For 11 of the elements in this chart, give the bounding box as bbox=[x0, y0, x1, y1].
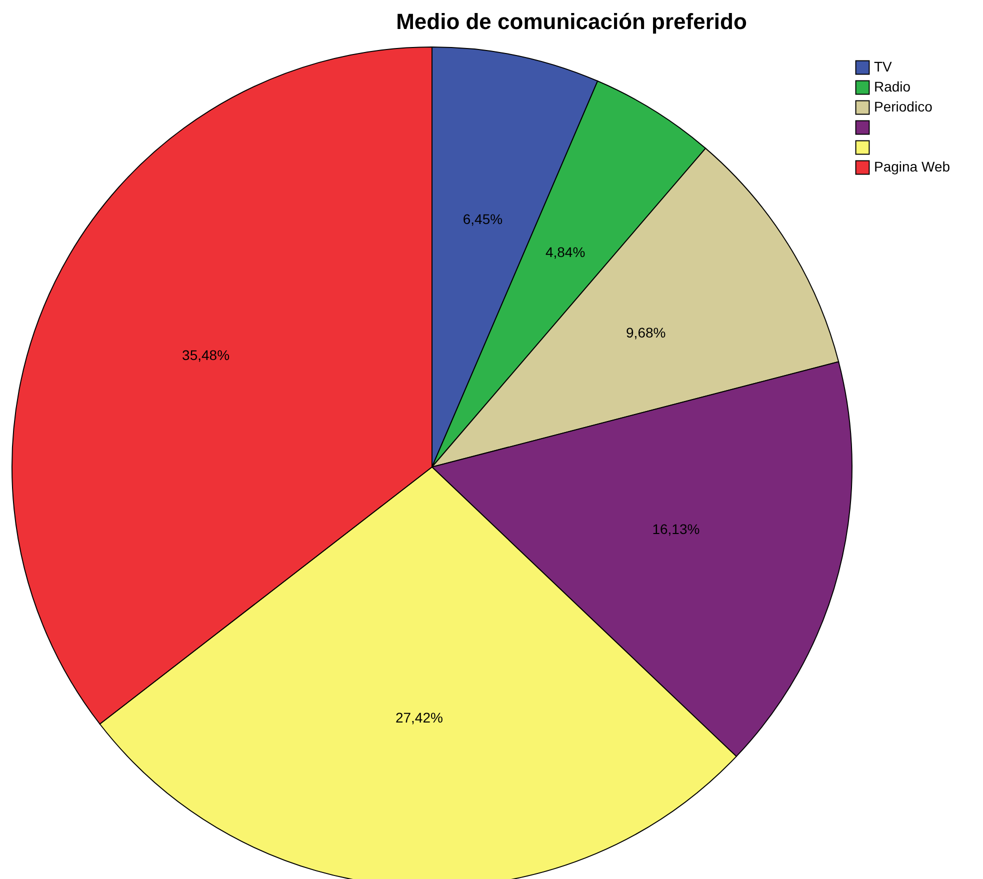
data-label: 6,45% bbox=[462, 211, 503, 228]
legend-label: TV bbox=[874, 58, 893, 74]
data-label: 27,42% bbox=[395, 710, 443, 726]
legend-label: Pagina Web bbox=[874, 158, 950, 174]
data-label: 4,84% bbox=[545, 244, 586, 260]
data-label: 35,48% bbox=[182, 346, 230, 363]
data-label: 9,68% bbox=[626, 324, 666, 341]
data-label: 16,13% bbox=[652, 521, 700, 538]
chart-title: Medio de comunicación preferido bbox=[396, 9, 747, 34]
legend-label: Radio bbox=[874, 78, 911, 94]
legend-label: Periodico bbox=[874, 98, 933, 114]
